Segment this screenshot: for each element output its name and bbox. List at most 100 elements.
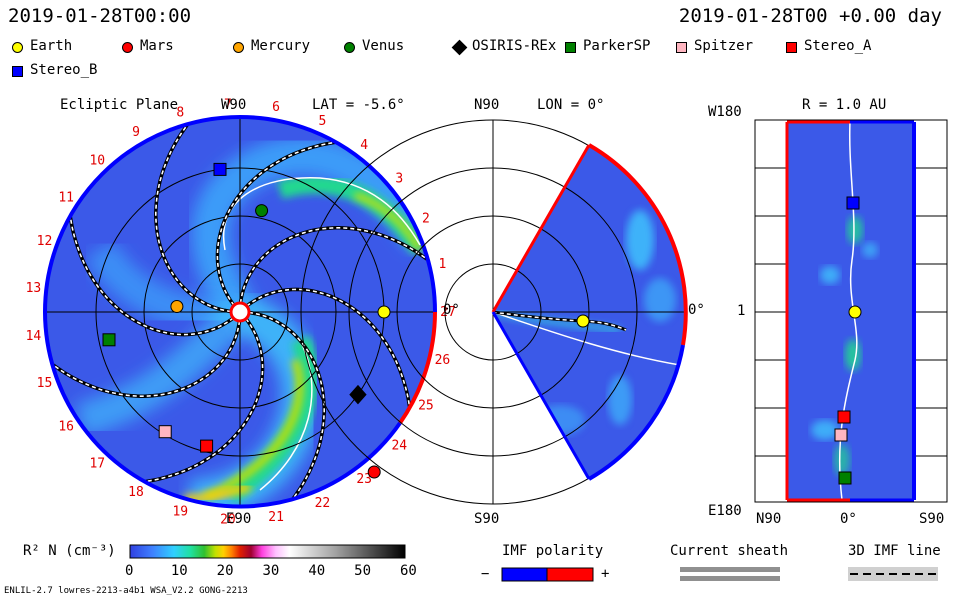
parkersp-radial-marker — [838, 471, 852, 485]
venus-marker-icon — [344, 42, 355, 53]
imf-line — [155, 117, 232, 313]
meridional-panel — [300, 119, 688, 505]
carrington-tick-label: 24 — [391, 439, 407, 454]
ecliptic-title: Ecliptic Plane — [60, 97, 179, 113]
carrington-tick-label: 22 — [315, 496, 331, 511]
imf-line — [246, 288, 412, 418]
current-sheath-line — [680, 576, 780, 581]
mars-marker-icon — [122, 42, 133, 53]
ecliptic-top-label: W90 — [221, 97, 247, 113]
imf-polarity-positive — [546, 567, 594, 582]
imf-polarity-plus: + — [601, 566, 610, 582]
ecliptic-right-label: 0° — [443, 302, 460, 318]
imf-line — [216, 140, 346, 306]
carrington-tick-label: 27 — [440, 305, 456, 320]
carrington-tick-label: 3 — [395, 171, 403, 186]
carrington-tick-label: 17 — [89, 456, 105, 471]
stereo-a-marker-icon — [786, 42, 797, 53]
radial-title: R = 1.0 AU — [802, 97, 887, 113]
carrington-tick-label: 2 — [422, 212, 430, 227]
ecliptic-rim-negative — [43, 311, 402, 509]
meridional-lon-label: LON = 0° — [537, 97, 605, 113]
colorbar-tick-label: 40 — [308, 563, 326, 579]
ecliptic-density-field — [45, 117, 435, 507]
imf-polarity-minus: − — [481, 566, 490, 582]
carrington-tick-label: 20 — [220, 513, 236, 528]
radial-top-left: W180 — [708, 104, 742, 120]
colorbar — [129, 544, 406, 559]
carrington-tick-label: 18 — [128, 485, 144, 500]
colorbar-tick-label: 50 — [354, 563, 372, 579]
osiris-rex-marker — [349, 384, 367, 405]
colorbar-tick-label: 30 — [262, 563, 280, 579]
carrington-tick-label: 25 — [418, 398, 434, 413]
ecliptic-bottom-label: E90 — [226, 511, 252, 527]
stereo-b-marker-icon — [12, 66, 23, 77]
colorbar-tick-label: 20 — [216, 563, 234, 579]
carrington-tick-label: 6 — [272, 100, 280, 115]
colorbar-tick-label: 10 — [170, 563, 188, 579]
radial-mid-left: 1 — [737, 303, 746, 319]
imf-line — [239, 227, 435, 304]
sun-icon — [229, 301, 251, 323]
earth-meridional-marker — [576, 314, 590, 328]
meridional-right-label: 0° — [688, 302, 705, 318]
current-sheath-label: Current sheath — [670, 543, 789, 559]
colorbar-label: R² N (cm⁻³) — [23, 543, 116, 559]
colorbar-tick-label: 60 — [400, 563, 417, 579]
stereo-b-marker — [213, 162, 227, 176]
carrington-tick-label: 4 — [360, 138, 368, 153]
imf-line — [248, 311, 325, 507]
parkersp-marker-icon — [565, 42, 576, 53]
carrington-tick-label: 11 — [58, 191, 74, 206]
stereo-a-marker — [200, 439, 214, 453]
venus-marker — [255, 204, 269, 218]
carrington-tick-label: 5 — [318, 114, 326, 129]
carrington-tick-label: 15 — [37, 376, 53, 391]
carrington-tick-label: 12 — [37, 234, 53, 249]
earth-radial-marker — [848, 305, 862, 319]
imf-line — [45, 320, 241, 397]
ecliptic-rim-positive — [398, 311, 437, 425]
stereo-a-radial-marker — [837, 410, 851, 424]
spitzer-marker — [158, 425, 172, 439]
carrington-tick-label: 23 — [356, 472, 372, 487]
imf-polarity-negative — [501, 567, 548, 582]
earth-marker — [377, 305, 391, 319]
radial-bottom-left: E180 — [708, 503, 742, 519]
earth-marker-icon — [12, 42, 23, 53]
current-sheath-line — [680, 567, 780, 572]
carrington-tick-label: 14 — [26, 329, 42, 344]
spitzer-marker-icon — [676, 42, 687, 53]
date-right: 2019-01-28T00 +0.00 day — [678, 5, 942, 27]
radial-x-mid: 0° — [840, 511, 857, 527]
carrington-tick-label: 10 — [89, 154, 105, 169]
spitzer-radial-marker — [834, 428, 848, 442]
imf-line — [68, 206, 234, 336]
colorbar-tick-label: 0 — [125, 563, 134, 579]
ecliptic-body-markers — [102, 162, 391, 479]
imf-line-label: 3D IMF line — [848, 543, 941, 559]
imf-spiral-lines — [45, 117, 435, 507]
mars-marker — [367, 465, 381, 479]
carrington-tick-label: 26 — [435, 353, 451, 368]
radial-panel — [754, 119, 948, 503]
parkersp-marker — [102, 333, 116, 347]
mercury-marker — [170, 300, 184, 313]
carrington-tick-label: 19 — [172, 504, 188, 519]
radial-x-left: N90 — [756, 511, 782, 527]
ecliptic-rim-negative — [43, 115, 437, 313]
meridional-top-label: N90 — [474, 97, 500, 113]
imf-polarity-label: IMF polarity — [502, 543, 604, 559]
carrington-tick-label: 21 — [268, 510, 284, 525]
date-left: 2019-01-28T00:00 — [8, 5, 192, 27]
carrington-tick-label: 16 — [58, 419, 74, 434]
ecliptic-lat-label: LAT = -5.6° — [312, 97, 405, 113]
carrington-tick-label: 9 — [132, 125, 140, 140]
imf-line — [134, 318, 264, 484]
mercury-marker-icon — [233, 42, 244, 53]
carrington-tick-label: 8 — [176, 106, 184, 121]
